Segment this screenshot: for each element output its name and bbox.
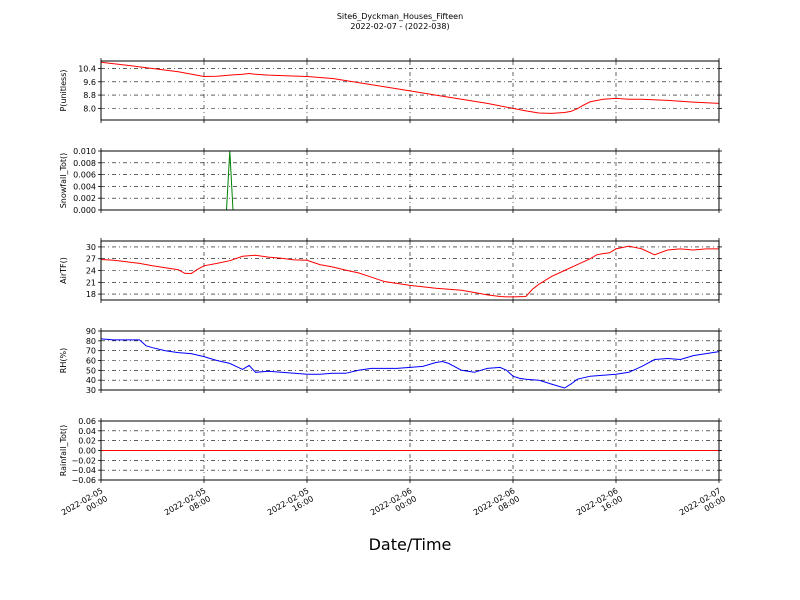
x-tick-label: 2022-02-0616:00: [575, 486, 624, 525]
y-tick-label: 27: [86, 255, 96, 264]
y-tick-label: 8.0: [83, 104, 96, 113]
y-tick-label: 30: [86, 243, 96, 252]
y-tick-label: 60: [86, 357, 96, 366]
y-tick-label: −0.04: [71, 466, 96, 475]
x-axis-label: Date/Time: [369, 535, 452, 554]
y-tick-label: 50: [86, 366, 96, 375]
y-axis-label-snowfall: Snowfall_Tot(): [59, 153, 68, 209]
x-tick-label: 2022-02-0608:00: [472, 486, 521, 525]
y-tick-label: −0.02: [71, 456, 96, 465]
y-tick-label: 0.002: [73, 194, 96, 203]
y-tick-label: 70: [86, 347, 96, 356]
x-tick-label: 2022-02-0508:00: [163, 486, 212, 525]
x-tick-label: 2022-02-0700:00: [678, 486, 727, 525]
y-tick-label: 9.6: [83, 78, 96, 87]
y-tick-label: 90: [86, 327, 96, 336]
series-line-pressure: [100, 61, 720, 114]
panel-rainfall: 0.060.040.020.00−0.02−0.04−0.06Rainfall_…: [59, 417, 722, 485]
y-tick-label: −0.06: [71, 476, 96, 485]
y-axis-label-rainfall: Rainfall_Tot(): [59, 425, 68, 477]
panel-pressure: 10.4 9.6 8.8 8.0 P(unitless): [59, 58, 722, 123]
panel-airtf: 30 27 24 21 18 AirTF(): [59, 238, 722, 303]
chart-subtitle: 2022-02-07 - (2022-038): [350, 22, 449, 31]
y-tick-label: 30: [86, 386, 96, 395]
y-axis-label-pressure: P(unitless): [59, 69, 68, 111]
x-tick-label: 2022-02-0500:00: [60, 486, 109, 525]
y-axis-label-airtf: AirTF(): [59, 257, 68, 284]
y-tick-label: 8.8: [83, 91, 96, 100]
x-tick-label: 2022-02-0600:00: [369, 486, 418, 525]
panel-snowfall: 0.010 0.008 0.006 0.004 0.002 0.000 Snowfall_T…: [59, 147, 722, 215]
series-line-rh: [100, 338, 720, 389]
series-line-airtf: [100, 245, 719, 298]
y-tick-label: 0.02: [78, 437, 96, 446]
y-axis-label-rh: RH(%): [59, 348, 68, 373]
x-tick-label: 2022-02-0516:00: [266, 486, 315, 525]
y-tick-label: 0.004: [73, 182, 96, 191]
y-tick-label: 80: [86, 337, 96, 346]
chart-title: Site6_Dyckman_Houses_Fifteen: [337, 12, 463, 21]
y-tick-label: 21: [86, 278, 96, 287]
y-tick-label: 10.4: [78, 64, 96, 73]
x-tick-labels: 2022-02-0500:00 2022-02-0508:00 2022-02-05…: [60, 486, 727, 525]
y-tick-label: 24: [86, 267, 96, 276]
y-tick-label: 40: [86, 376, 96, 385]
y-tick-label: 0.006: [73, 171, 96, 180]
y-tick-label: 0.04: [78, 427, 96, 436]
panels-group: 10.49.68.88.0P(unitless)0.0100.0080.0060…: [59, 58, 722, 485]
y-tick-label: 0.06: [78, 417, 96, 426]
y-tick-label: 18: [86, 290, 96, 299]
y-tick-label: 0.000: [73, 206, 96, 215]
y-tick-label: 0.008: [73, 159, 96, 168]
y-tick-label: 0.00: [78, 447, 96, 456]
y-tick-label: 0.010: [73, 147, 96, 156]
